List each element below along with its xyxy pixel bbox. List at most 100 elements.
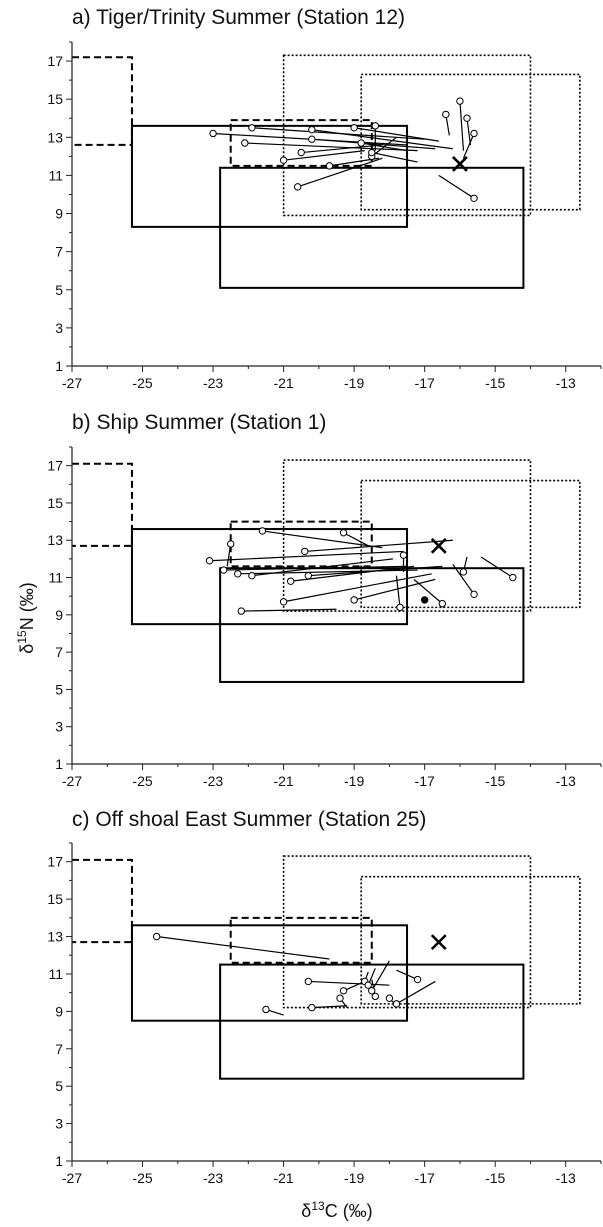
y-tick-label: 9 <box>55 1003 63 1019</box>
y-tick-label: 1 <box>55 1153 63 1169</box>
x-axis-title: δ13C (‰) <box>301 1199 372 1221</box>
data-segment <box>354 127 439 142</box>
data-segment <box>244 142 418 152</box>
x-tick-label: -23 <box>203 773 223 789</box>
data-segment <box>466 118 472 145</box>
data-point <box>509 573 517 582</box>
x-tick-label: -21 <box>273 773 293 789</box>
data-point <box>262 1005 270 1014</box>
y-tick-label: 5 <box>55 1078 63 1094</box>
data-point <box>470 194 478 202</box>
x-tick-labels: -27 -25 -23 -21 -19 -17 -15 -13 <box>62 1170 576 1186</box>
data-segment <box>462 133 475 159</box>
dashed-step-boundary <box>72 56 133 146</box>
x-tick-label: -17 <box>415 375 435 391</box>
panel-title: a) Tiger/Trinity Summer (Station 12) <box>72 6 405 29</box>
data-point <box>413 975 422 984</box>
data-point <box>248 124 256 132</box>
dotted-box <box>282 459 532 612</box>
x-tick-label: -25 <box>132 1170 152 1186</box>
x-tick-label: -15 <box>485 773 505 789</box>
data-segment <box>283 150 365 161</box>
data-segment <box>311 129 453 150</box>
y-tick-label: 7 <box>55 644 63 660</box>
data-point <box>350 596 358 604</box>
data-point <box>301 547 309 556</box>
panel-title: b) Ship Summer (Station 1) <box>72 411 326 434</box>
data-point <box>456 97 464 105</box>
data-point <box>227 540 235 548</box>
axes <box>66 446 602 770</box>
y-tick-label: 5 <box>55 282 63 298</box>
cross-stroke <box>452 156 468 172</box>
cross-marker <box>430 934 447 951</box>
data-segment <box>371 960 390 992</box>
data-point <box>304 977 312 986</box>
y-tick-label: 3 <box>55 1116 63 1132</box>
data-segment <box>343 532 369 547</box>
dashed-box <box>229 520 373 568</box>
y-axis-unit: N (‰) <box>17 582 37 630</box>
data-segment <box>209 550 404 562</box>
filled-data-point <box>420 596 429 604</box>
data-segments <box>156 935 436 1016</box>
data-point <box>308 135 316 143</box>
data-points <box>152 932 447 1014</box>
solid-box <box>130 124 409 228</box>
data-points <box>209 97 478 202</box>
reference-boxes <box>72 855 581 1080</box>
y-tick-label: 1 <box>55 358 63 374</box>
y-tick-label: 9 <box>55 206 63 222</box>
cross-marker <box>430 537 447 554</box>
y-tick-label: 7 <box>55 1041 63 1057</box>
x-tick-label: -19 <box>344 375 364 391</box>
y-tick-label: 11 <box>48 570 63 586</box>
solid-box <box>130 924 409 1022</box>
data-point <box>294 183 302 191</box>
x-tick-label: -13 <box>556 773 576 789</box>
data-point <box>459 568 468 576</box>
x-tick-label: -21 <box>273 1170 293 1186</box>
cross-stroke <box>430 934 447 951</box>
data-point <box>258 527 267 535</box>
data-point <box>297 148 305 157</box>
data-point <box>279 598 288 606</box>
data-points <box>205 527 517 615</box>
data-segment <box>343 980 365 992</box>
data-point <box>385 994 394 1002</box>
panel-a: a) Tiger/Trinity Summer (Station 12) -27… <box>47 6 602 391</box>
data-point <box>234 570 242 578</box>
x-tick-label: -27 <box>62 773 82 789</box>
x-tick-label: -13 <box>556 375 576 391</box>
solid-box <box>130 528 409 626</box>
dotted-box <box>360 479 581 609</box>
data-segment <box>413 578 443 605</box>
y-tick-label: 13 <box>47 532 63 548</box>
x-tick-label: -17 <box>415 773 435 789</box>
y-tick-label: 11 <box>48 966 63 982</box>
data-segment <box>353 578 436 601</box>
y-tick-label: 17 <box>47 53 63 69</box>
x-tick-label: -23 <box>203 375 223 391</box>
data-point <box>470 590 478 599</box>
y-tick-label: 3 <box>55 320 63 336</box>
data-point <box>399 551 408 559</box>
y-tick-label: 11 <box>48 167 63 183</box>
x-tick-labels: -27 -25 -23 -21 -19 -17 -15 -13 <box>62 773 576 789</box>
data-segments <box>213 101 475 199</box>
cross-marker <box>452 156 468 172</box>
data-segments <box>209 530 514 612</box>
y-tick-label: 15 <box>47 891 63 907</box>
panel-title: c) Off shoal East Summer (Station 25) <box>72 808 426 831</box>
data-point <box>286 577 295 585</box>
y-tick-label: 5 <box>55 681 63 697</box>
panel-c: c) Off shoal East Summer (Station 25) -2… <box>47 808 602 1186</box>
data-segment <box>237 569 418 575</box>
x-axis-superscript: 13 <box>311 1199 325 1213</box>
y-tick-label: 1 <box>55 756 63 772</box>
axes <box>66 41 602 372</box>
dotted-box <box>282 54 532 217</box>
x-tick-label: -19 <box>344 773 364 789</box>
